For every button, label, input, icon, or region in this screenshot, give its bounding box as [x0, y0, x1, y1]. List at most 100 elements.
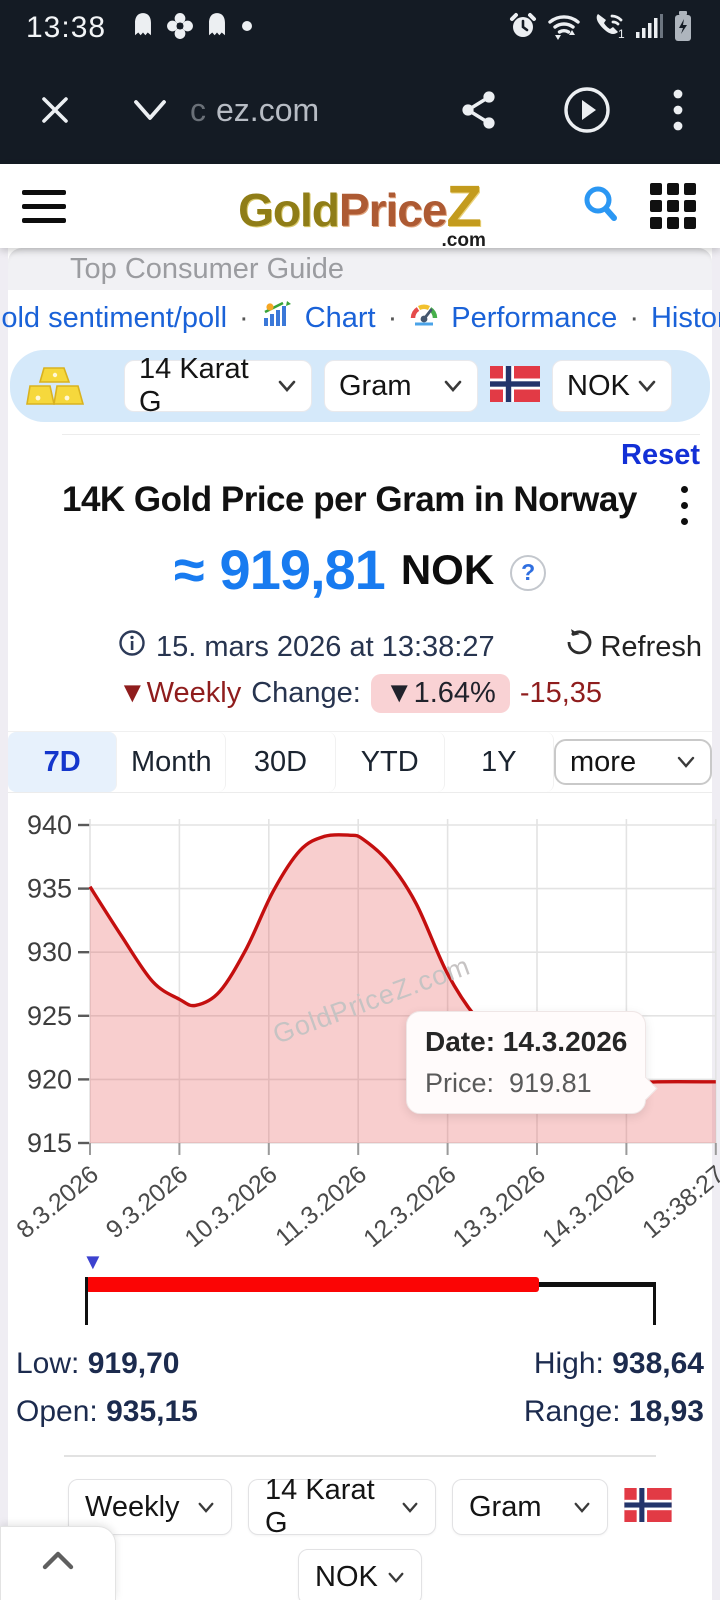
- chevron-up-icon: [40, 1549, 76, 1578]
- scroll-to-top-button[interactable]: [0, 1526, 116, 1600]
- slider-marker-icon[interactable]: ▼: [82, 1249, 104, 1274]
- stat-range: Range: 18,93: [523, 1395, 704, 1428]
- slider-selected-range[interactable]: [86, 1277, 539, 1292]
- change-label: Change:: [251, 677, 361, 709]
- search-icon[interactable]: [580, 183, 622, 230]
- tab-7d[interactable]: 7D: [8, 732, 118, 792]
- hamburger-menu-icon[interactable]: [22, 189, 66, 223]
- logo-z-text: Z .com: [441, 173, 486, 251]
- url-bar[interactable]: c ez.com: [190, 91, 320, 128]
- period-select[interactable]: Weekly: [68, 1479, 232, 1535]
- url-faded-char: c: [190, 91, 206, 128]
- apps-grid-icon[interactable]: [650, 183, 696, 229]
- chart-canvas[interactable]: 9159209259309359408.3.20269.3.202610.3.2…: [8, 795, 720, 1253]
- weekly-change-row: ▼Weekly Change: ▼1.64% -15,35: [8, 666, 712, 713]
- snapchat-notification-icon: [130, 12, 156, 45]
- chevron-down-icon: [443, 379, 463, 393]
- period-tabs: 7D Month 30D YTD 1Y more: [8, 731, 713, 793]
- site-header: Gold Price Z .com: [0, 164, 720, 251]
- unit-select-value: Gram: [339, 369, 412, 402]
- tagline-strip: Top Consumer Guide: [8, 248, 712, 290]
- refresh-button[interactable]: Refresh: [564, 628, 702, 666]
- unit-select-bottom[interactable]: Gram: [452, 1479, 608, 1535]
- chevron-down-icon: [573, 1501, 591, 1514]
- status-bar: 13:38 1: [0, 0, 720, 56]
- page-title: 14K Gold Price per Gram in Norway: [62, 480, 637, 519]
- site-logo[interactable]: Gold Price Z .com: [238, 173, 486, 251]
- slider-right-bracket: [653, 1282, 656, 1325]
- chevron-down-icon: [387, 1571, 405, 1584]
- karat-select-bottom[interactable]: 14 Karat G: [248, 1474, 436, 1539]
- link-separator: ·: [387, 301, 398, 334]
- svg-text:940: 940: [27, 810, 72, 840]
- period-select-value: Weekly: [85, 1490, 180, 1523]
- wifi-calling-icon: 1: [592, 10, 626, 47]
- price-value: 919,81: [219, 538, 386, 601]
- price-chart[interactable]: 915 920 925 930 935 940 8.3.2026 9.3.2026 10.3.2…: [8, 795, 720, 1253]
- browser-menu-icon[interactable]: [672, 87, 684, 133]
- logo-com-text: .com: [441, 229, 486, 251]
- karat-select-value: 14 Karat G: [139, 353, 249, 418]
- svg-text:14.3.2026: 14.3.2026: [537, 1160, 640, 1253]
- currency-select[interactable]: NOK: [552, 360, 672, 412]
- section-divider: [64, 1455, 656, 1457]
- collapse-toolbar-icon[interactable]: [130, 96, 170, 124]
- logo-gold-text: Gold: [238, 183, 340, 236]
- svg-text:11.3.2026: 11.3.2026: [270, 1160, 372, 1252]
- change-percent-badge: ▼1.64%: [370, 674, 510, 713]
- nav-links: Gold sentiment/poll · Chart · Performanc…: [0, 290, 720, 342]
- stat-low: Low: 919,70: [16, 1347, 180, 1380]
- gold-bars-icon: [24, 358, 86, 415]
- refresh-label: Refresh: [600, 630, 702, 663]
- logo-price-text: Price: [338, 183, 448, 236]
- reset-button[interactable]: Reset: [621, 439, 700, 471]
- link-performance[interactable]: Performance: [451, 301, 618, 334]
- chevron-down-icon: [676, 755, 696, 769]
- tab-30d[interactable]: 30D: [226, 732, 336, 792]
- price-stats: Low: 919,70 High: 938,64 Open: 935,15 Ra…: [8, 1345, 712, 1429]
- svg-text:12.3.2026: 12.3.2026: [358, 1160, 461, 1253]
- status-right: 1: [508, 10, 694, 47]
- tab-month[interactable]: Month: [117, 732, 227, 792]
- reset-row: Reset: [62, 434, 700, 472]
- play-media-icon[interactable]: [562, 85, 612, 135]
- range-slider: ▼: [8, 1249, 712, 1345]
- title-menu-icon[interactable]: [681, 480, 702, 525]
- link-gold-sentiment[interactable]: Gold sentiment/poll: [0, 301, 228, 334]
- svg-text:925: 925: [27, 1001, 72, 1031]
- info-icon: [118, 629, 146, 665]
- slider-track[interactable]: [539, 1282, 655, 1287]
- share-icon[interactable]: [458, 87, 502, 133]
- close-tab-icon[interactable]: [36, 91, 74, 129]
- currency-select-bottom[interactable]: NOK: [298, 1549, 422, 1600]
- chevron-down-icon: [197, 1501, 215, 1514]
- tab-1y[interactable]: 1Y: [444, 732, 555, 792]
- wifi-arrows-icon: [546, 11, 584, 46]
- currency-select-value: NOK: [567, 369, 630, 402]
- link-history[interactable]: History: [650, 301, 720, 334]
- karat-select[interactable]: 14 Karat G: [124, 353, 312, 418]
- unit-select[interactable]: Gram: [324, 360, 478, 412]
- more-select-value: more: [570, 745, 637, 778]
- battery-icon: [672, 10, 694, 47]
- title-row: 14K Gold Price per Gram in Norway: [8, 472, 712, 525]
- price-currency: NOK: [400, 545, 495, 593]
- svg-text:10.3.2026: 10.3.2026: [179, 1160, 282, 1253]
- status-left: 13:38: [26, 11, 254, 45]
- status-time: 13:38: [26, 11, 107, 44]
- change-absolute: -15,35: [519, 677, 603, 709]
- page-content: Top Consumer Guide Gold sentiment/poll ·…: [0, 248, 720, 1600]
- currency-select-bottom-value: NOK: [315, 1560, 378, 1593]
- page-background: Top Consumer Guide Gold sentiment/poll ·…: [0, 248, 720, 1600]
- bottom-controls-2: NOK: [8, 1549, 712, 1600]
- help-icon[interactable]: ?: [510, 554, 547, 591]
- alarm-icon: [508, 11, 538, 46]
- link-chart[interactable]: Chart: [304, 301, 376, 334]
- unit-select-bottom-value: Gram: [469, 1490, 542, 1523]
- chart-tooltip: Date: 14.3.2026 Price: 919.81: [406, 1011, 647, 1114]
- more-select[interactable]: more: [554, 739, 713, 785]
- karat-select-bottom-value: 14 Karat G: [265, 1474, 375, 1539]
- norway-flag-icon: [490, 365, 540, 407]
- tab-ytd[interactable]: YTD: [335, 732, 445, 792]
